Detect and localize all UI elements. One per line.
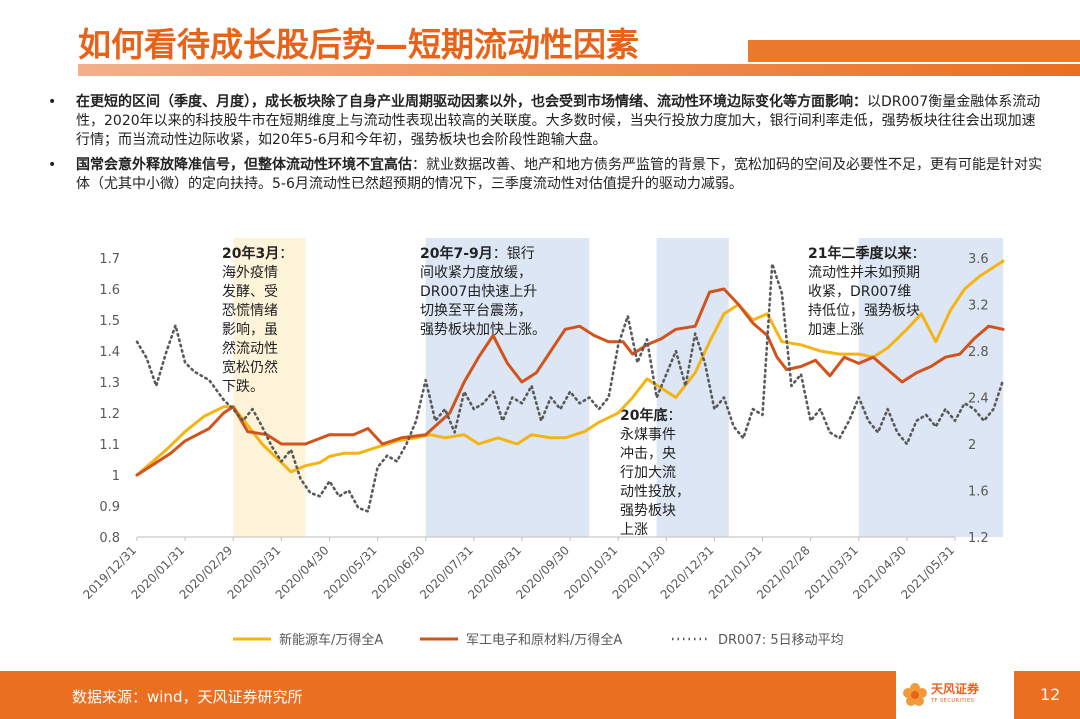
- annotation-line: 加速上涨: [808, 322, 864, 338]
- annotation-line: 动性投放，: [620, 484, 690, 500]
- y-left-tick-label: 0.9: [99, 500, 120, 515]
- bullet-list: • 在更短的区间（季度、月度），成长板块除了自身产业周期驱动因素以外，也会受到市…: [48, 93, 1048, 200]
- annotation-line: 发酵、受: [222, 284, 278, 300]
- shaded-period: [425, 238, 590, 537]
- bullet-bold: 在更短的区间（季度、月度），成长板块除了自身产业周期驱动因素以外，也会受到市场情…: [76, 94, 867, 110]
- shaded-period: [233, 238, 306, 537]
- annotation-line: 影响，虽: [222, 322, 278, 338]
- legend-label: 军工电子和原材料/万得全A: [466, 632, 622, 648]
- annotation-title: 20年3月: [222, 245, 279, 262]
- page-title: 如何看待成长股后势—短期流动性因素: [78, 25, 639, 64]
- annotation-line: ：: [911, 246, 925, 262]
- annotation-line: 上涨: [620, 522, 648, 538]
- bullet-dot: •: [48, 157, 57, 173]
- page-number: 12: [1040, 685, 1061, 704]
- annotation-line: 收紧，DR007维: [808, 284, 911, 300]
- y-right-tick-label: 2.4: [968, 392, 989, 407]
- y-left-tick-label: 1: [112, 469, 120, 484]
- y-left-tick-label: 1.2: [99, 407, 120, 422]
- annotation-line: 冲击，央: [620, 446, 676, 462]
- annotation-text: 20年底： 永煤事件冲击，央行加大流动性投放， 强势板块上涨: [620, 407, 690, 538]
- bullet-bold: 国常会意外释放降准信号，但整体流动性环境不宜高估: [76, 157, 412, 173]
- legend-label: 新能源车/万得全A: [279, 632, 383, 648]
- shaded-period: [656, 238, 729, 537]
- y-right-tick-label: 2: [968, 438, 976, 453]
- shaded-period: [858, 238, 1004, 537]
- annotation-text: 21年二季度以来： 流动性并未如预期收紧，DR007维持低位，强势板块加速上涨: [808, 245, 925, 338]
- flower-logo-icon: [903, 683, 927, 706]
- y-right-tick-label: 2.8: [968, 345, 989, 360]
- y-left-tick-label: 1.4: [99, 345, 120, 360]
- annotation-line: 持低位，强势板块: [808, 303, 920, 319]
- y-left-tick-label: 1.1: [99, 438, 120, 453]
- bullet-text: ：就业数据改善、地产和地方债务严监管的背景下，宽松加码的空间及必要性不足，更有可…: [76, 157, 1042, 192]
- annotation-text: 20年3月：海外疫情发酵、受恐慌情绪影响，虽然流动性宽松仍然下跌。: [222, 245, 293, 395]
- annotations: 20年3月：海外疫情发酵、受恐慌情绪影响，虽然流动性宽松仍然下跌。20年7-9月…: [222, 245, 925, 538]
- series-lines: [135, 259, 1005, 513]
- annotation-line: 永煤事件: [620, 427, 676, 443]
- annotation-line: 强势板块加快上涨。: [420, 322, 546, 338]
- logo: 天风证券 TF SECURITIES: [896, 671, 1014, 719]
- annotation-line: ：: [279, 246, 293, 262]
- bullet-item: • 国常会意外释放降准信号，但整体流动性环境不宜高估：就业数据改善、地产和地方债…: [48, 156, 1048, 194]
- annotation-line: 切换至平台震荡，: [420, 302, 532, 319]
- bullet-dot: •: [48, 94, 57, 110]
- annotation-line: 间收紧力度放缓，: [420, 265, 532, 281]
- annotation-line: 下跌。: [222, 379, 264, 395]
- bullet-item: • 在更短的区间（季度、月度），成长板块除了自身产业周期驱动因素以外，也会受到市…: [48, 93, 1048, 150]
- annotation-line: 流动性并未如预期: [808, 265, 920, 281]
- legend-label: DR007: 5日移动平均: [718, 633, 844, 648]
- annotation-text: 20年7-9月：银行间收紧力度放缓， DR007由快速上升切换至平台震荡， 强势板块…: [420, 245, 546, 338]
- title-underline: [78, 64, 1080, 76]
- y-right-tick-label: 3.2: [968, 299, 989, 314]
- annotation-line: ：银行: [493, 246, 535, 262]
- legend: 新能源车/万得全A 军工电子和原材料/万得全A DR007: 5日移动平均: [233, 632, 844, 648]
- annotation-line: 海外疫情: [222, 265, 278, 281]
- y-right-tick-label: 1.6: [968, 485, 989, 500]
- title-accent-bar: [748, 40, 1080, 62]
- y-right-tick-label: 3.6: [968, 252, 989, 267]
- series-line: [135, 262, 1005, 513]
- footer: 数据来源：wind，天风证券研究所 天风证券 TF SECURITIES 12: [0, 671, 1080, 719]
- shaded-periods: [233, 238, 1004, 537]
- source-note: 数据来源：wind，天风证券研究所: [72, 688, 303, 706]
- annotation-line: 行加大流: [620, 465, 676, 481]
- annotation-title: 20年7-9月: [420, 245, 493, 262]
- y-left-tick-label: 1.5: [99, 314, 120, 329]
- annotation-line: ：: [667, 408, 681, 424]
- annotation-title: 20年底: [620, 407, 667, 424]
- logo-text: 天风证券: [931, 682, 980, 696]
- series-line: [135, 287, 1005, 477]
- logo-subtext: TF SECURITIES: [931, 698, 975, 704]
- y-left-tick-label: 1.3: [99, 376, 120, 391]
- annotation-line: 强势板块: [620, 503, 676, 519]
- line-chart: 20年3月：海外疫情发酵、受恐慌情绪影响，虽然流动性宽松仍然下跌。20年7-9月…: [80, 238, 1005, 648]
- y-right-tick-label: 1.2: [968, 531, 989, 546]
- annotation-line: 恐慌情绪: [222, 303, 278, 319]
- y-left-tick-label: 0.8: [99, 531, 120, 546]
- bullet-text: 以DR007衡量金融体系流动性，2020年以来的科技股牛市在短期维度上与流动性表…: [76, 94, 1041, 148]
- annotation-line: 然流动性: [222, 340, 278, 357]
- y-left-tick-label: 1.6: [99, 283, 120, 298]
- annotation-line: DR007由快速上升: [420, 284, 537, 300]
- annotation-line: 宽松仍然: [222, 359, 278, 376]
- annotation-title: 21年二季度以来: [808, 245, 912, 262]
- y-left-tick-label: 1.7: [99, 252, 120, 267]
